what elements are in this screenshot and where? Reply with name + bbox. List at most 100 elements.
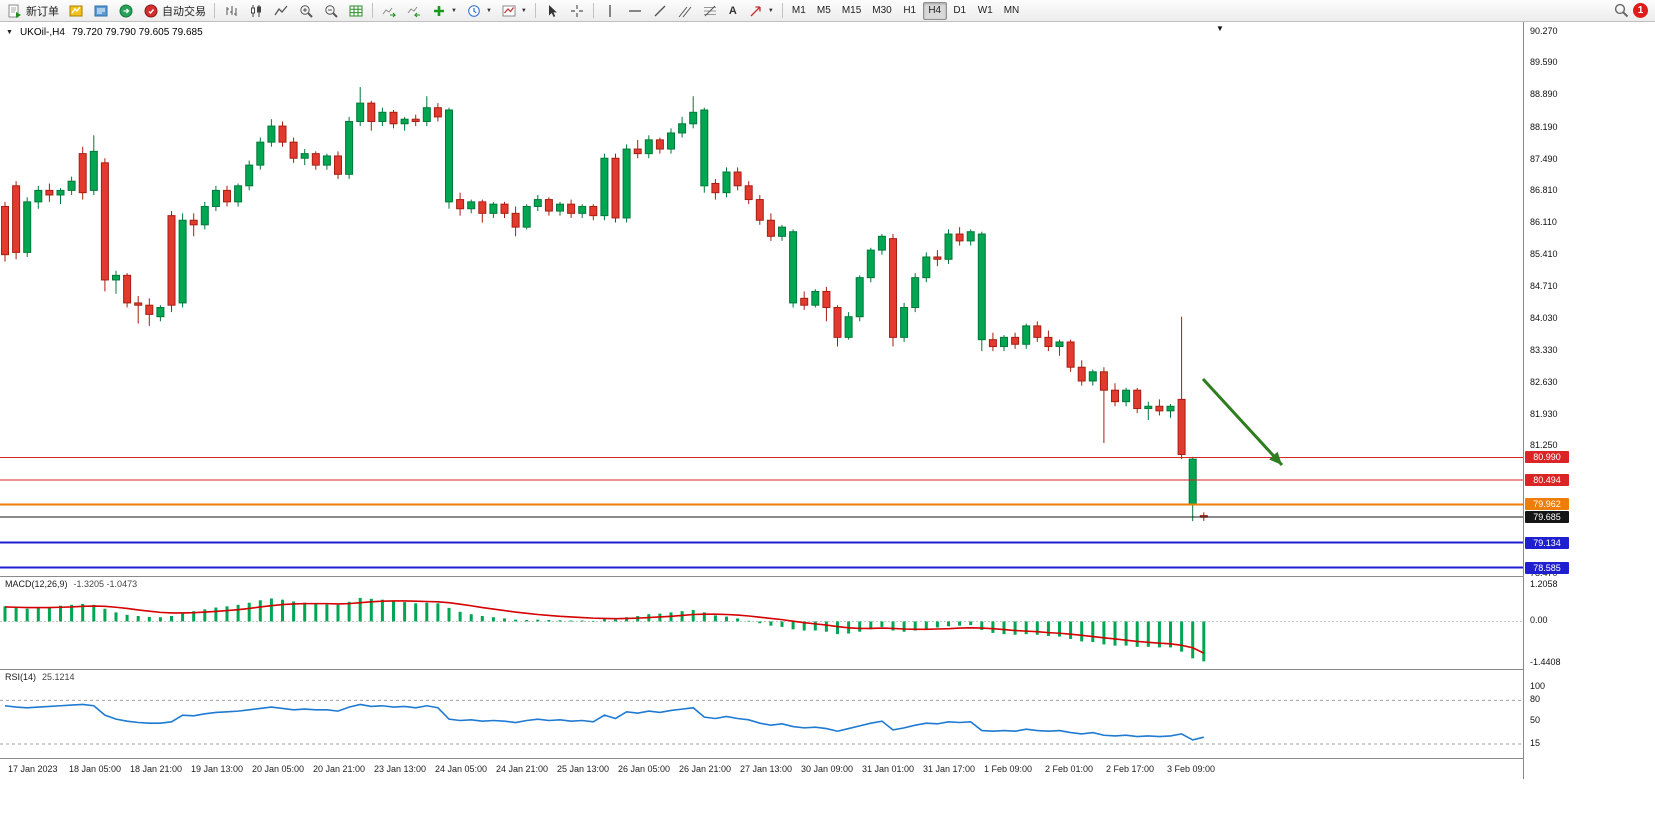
candles[interactable] xyxy=(1,87,1208,522)
market-watch-icon xyxy=(68,3,84,18)
timeframe-button-h4[interactable]: H4 xyxy=(922,1,947,20)
timeframe-button-mn[interactable]: MN xyxy=(999,2,1025,20)
timeframe-button-m15[interactable]: M15 xyxy=(837,2,866,20)
trendline-button[interactable] xyxy=(648,1,672,21)
channel-icon xyxy=(677,3,693,18)
timeframe-label: M5 xyxy=(816,5,831,16)
axis-label: 84.030 xyxy=(1530,312,1558,323)
arrows-button[interactable]: ▼ xyxy=(744,1,778,21)
new-order-icon xyxy=(7,3,23,18)
chevron-down-icon: ▼ xyxy=(767,7,774,14)
cursor-button[interactable] xyxy=(540,1,564,21)
zoom-out-icon xyxy=(323,3,339,18)
data-window-button[interactable] xyxy=(89,1,113,21)
time-axis-label: 30 Jan 09:00 xyxy=(801,764,854,774)
time-axis-label: 19 Jan 13:00 xyxy=(191,764,244,774)
notification-badge[interactable]: 1 xyxy=(1633,3,1648,18)
time-axis-label: 2 Feb 17:00 xyxy=(1106,764,1155,774)
time-axis[interactable]: 17 Jan 2023 18 Jan 05:00 18 Jan 21:00 19 Ja… xyxy=(0,758,1655,780)
timeframe-button-m5[interactable]: M5 xyxy=(812,2,836,20)
vertical-line-button[interactable] xyxy=(598,1,622,21)
new-order-button[interactable]: 新订单 xyxy=(3,1,63,21)
line-chart-button[interactable] xyxy=(269,1,293,21)
zoom-in-icon xyxy=(298,3,314,18)
channel-button[interactable] xyxy=(673,1,697,21)
axis-label: 87.490 xyxy=(1530,153,1558,164)
zoom-out-button[interactable] xyxy=(319,1,343,21)
chart-shift-button[interactable] xyxy=(402,1,426,21)
trend-arrow[interactable] xyxy=(1201,377,1284,467)
navigator-button[interactable] xyxy=(114,1,138,21)
market-watch-button[interactable] xyxy=(64,1,88,21)
chart-header: ▼ UKOil-,H4 79.720 79.790 79.605 79.685 xyxy=(6,27,203,38)
timeframe-button-d1[interactable]: D1 xyxy=(948,2,972,20)
auto-scroll-button[interactable] xyxy=(377,1,401,21)
search-icon[interactable] xyxy=(1613,3,1629,18)
symbol-caret-icon: ▼ xyxy=(6,29,13,36)
grid-button[interactable] xyxy=(344,1,368,21)
timeframe-button-h1[interactable]: H1 xyxy=(898,2,922,20)
autotrade-label: 自动交易 xyxy=(162,5,206,18)
indicators-button[interactable]: ▼ xyxy=(427,1,461,21)
toolbar-right-group: 1 xyxy=(1613,3,1652,18)
bar-chart-button[interactable] xyxy=(219,1,243,21)
price-axis[interactable]: 90.270 89.590 88.890 88.190 87.490 86.810 86.1… xyxy=(1523,22,1655,779)
rsi-name: RSI(14) xyxy=(5,672,37,682)
macd-panel[interactable] xyxy=(0,576,1523,669)
time-axis-label: 3 Feb 09:00 xyxy=(1167,764,1216,774)
templates-button[interactable]: ▼ xyxy=(497,1,531,21)
axis-label: 81.250 xyxy=(1530,440,1558,451)
main-chart[interactable] xyxy=(0,22,1523,576)
rsi-panel[interactable] xyxy=(0,669,1523,758)
crosshair-icon xyxy=(569,3,585,18)
time-axis-label: 20 Jan 05:00 xyxy=(252,764,305,774)
time-axis-label: 27 Jan 13:00 xyxy=(740,764,793,774)
line-chart-icon xyxy=(273,3,289,18)
macd-header: MACD(12,26,9) -1.3205 -1.0473 xyxy=(5,579,137,589)
chart-menu-icon[interactable]: ▼ xyxy=(1216,24,1224,33)
time-axis-label: 18 Jan 05:00 xyxy=(69,764,122,774)
grid-icon xyxy=(348,3,364,18)
timeframe-label: MN xyxy=(1003,5,1020,16)
timeframe-label: M30 xyxy=(872,5,892,16)
time-axis-label: 17 Jan 2023 xyxy=(8,764,58,774)
bar-chart-icon xyxy=(223,3,239,18)
new-order-label: 新订单 xyxy=(26,5,59,18)
rsi-header: RSI(14) 25.1214 xyxy=(5,672,75,682)
time-axis-label: 31 Jan 01:00 xyxy=(862,764,915,774)
timeframe-label: W1 xyxy=(977,5,993,16)
trendline-icon xyxy=(652,3,668,18)
auto-scroll-icon xyxy=(381,3,397,18)
horizontal-line-button[interactable] xyxy=(623,1,647,21)
crosshair-button[interactable] xyxy=(565,1,589,21)
text-button[interactable]: A xyxy=(723,1,743,21)
time-axis-label: 24 Jan 05:00 xyxy=(435,764,488,774)
autotrade-button[interactable]: 自动交易 xyxy=(139,1,210,21)
periods-button[interactable]: ▼ xyxy=(462,1,496,21)
fibonacci-button[interactable] xyxy=(698,1,722,21)
candle-chart-button[interactable] xyxy=(244,1,268,21)
toolbar-separator xyxy=(372,3,373,18)
chevron-down-icon: ▼ xyxy=(451,7,457,14)
axis-label: 100 xyxy=(1530,681,1546,691)
template-icon xyxy=(501,3,517,18)
timeframe-button-w1[interactable]: W1 xyxy=(973,2,998,20)
timeframe-label: M15 xyxy=(841,5,862,16)
zoom-in-button[interactable] xyxy=(294,1,318,21)
axis-label: 50 xyxy=(1530,714,1541,725)
axis-label: 86.810 xyxy=(1530,184,1558,195)
axis-label: 80 xyxy=(1530,694,1541,705)
axis-label: 86.110 xyxy=(1530,217,1557,228)
time-axis-label: 26 Jan 21:00 xyxy=(679,764,732,774)
timeframe-button-m1[interactable]: M1 xyxy=(787,2,811,20)
toolbar-separator xyxy=(214,3,215,18)
price-tag: 78.585 xyxy=(1525,561,1569,574)
time-axis-label: 24 Jan 21:00 xyxy=(496,764,549,774)
indicators-plus-icon xyxy=(431,3,447,18)
chart-shift-icon xyxy=(406,3,422,18)
macd-signal-line xyxy=(4,600,1205,654)
timeframe-button-m30[interactable]: M30 xyxy=(867,2,896,20)
axis-label: 0.00 xyxy=(1530,615,1548,626)
time-axis-label: 2 Feb 01:00 xyxy=(1045,764,1094,774)
